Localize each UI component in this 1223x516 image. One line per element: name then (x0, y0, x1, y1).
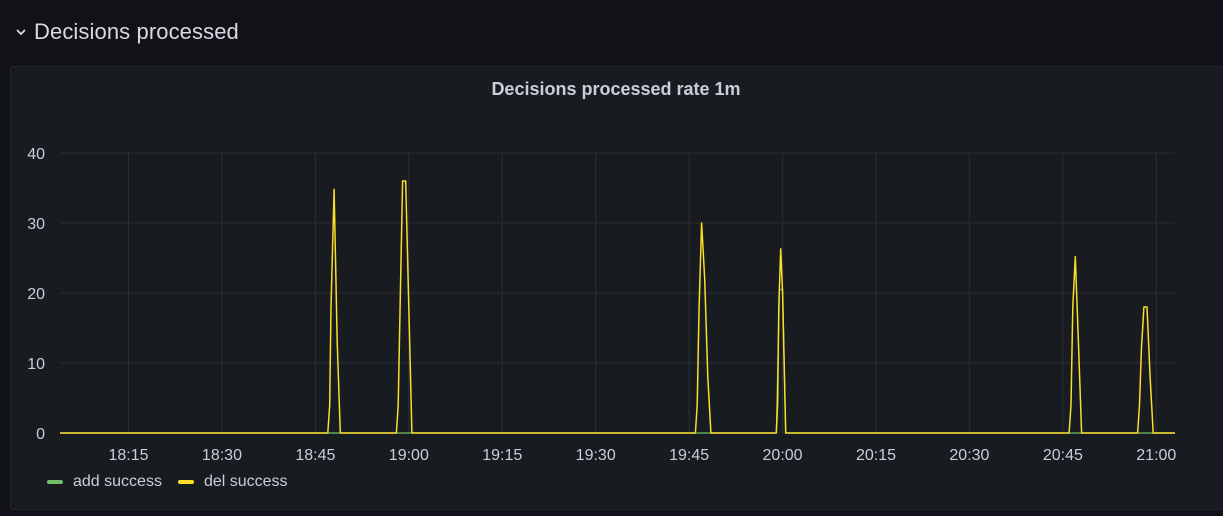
row-header[interactable]: Decisions processed (14, 16, 239, 48)
x-tick-label: 20:00 (763, 447, 803, 464)
legend-label-add-success: add success (73, 473, 162, 490)
x-tick-label: 19:15 (482, 447, 522, 464)
x-tick-label: 18:45 (295, 447, 335, 464)
legend-swatch-del-success (177, 480, 194, 484)
series-line-del-success (60, 180, 1175, 434)
row-title: Decisions processed (34, 19, 239, 44)
x-tick-label: 21:00 (1136, 447, 1176, 464)
legend-item-del-success[interactable]: del success (177, 473, 288, 491)
x-tick-label: 18:15 (108, 447, 148, 464)
y-tick-label: 10 (27, 356, 45, 373)
y-tick-label: 40 (27, 146, 45, 163)
legend: add success del success (47, 473, 288, 491)
chevron-down-icon[interactable] (14, 25, 28, 39)
y-tick-label: 0 (36, 426, 45, 443)
x-tick-label: 19:45 (669, 447, 709, 464)
x-tick-label: 19:30 (576, 447, 616, 464)
y-tick-label: 20 (27, 286, 45, 303)
chart-panel: Decisions processed rate 1m 0 10 20 30 40 18:… (10, 66, 1223, 510)
x-tick-label: 20:30 (949, 447, 989, 464)
line-chart: 0 10 20 30 40 18:15 18:30 18:45 19:00 19:15 19:30 1… (27, 146, 1176, 464)
x-tick-label: 20:45 (1043, 447, 1083, 464)
series-line-add-success (60, 288, 1175, 434)
x-tick-label: 19:00 (389, 447, 429, 464)
x-tick-label: 18:30 (202, 447, 242, 464)
legend-item-add-success[interactable]: add success (47, 473, 162, 491)
legend-swatch-add-success (47, 480, 63, 484)
y-tick-label: 30 (27, 216, 45, 233)
x-tick-label: 20:15 (856, 447, 896, 464)
legend-label-del-success: del success (203, 473, 288, 490)
panel-title: Decisions processed rate 1m (491, 79, 741, 99)
